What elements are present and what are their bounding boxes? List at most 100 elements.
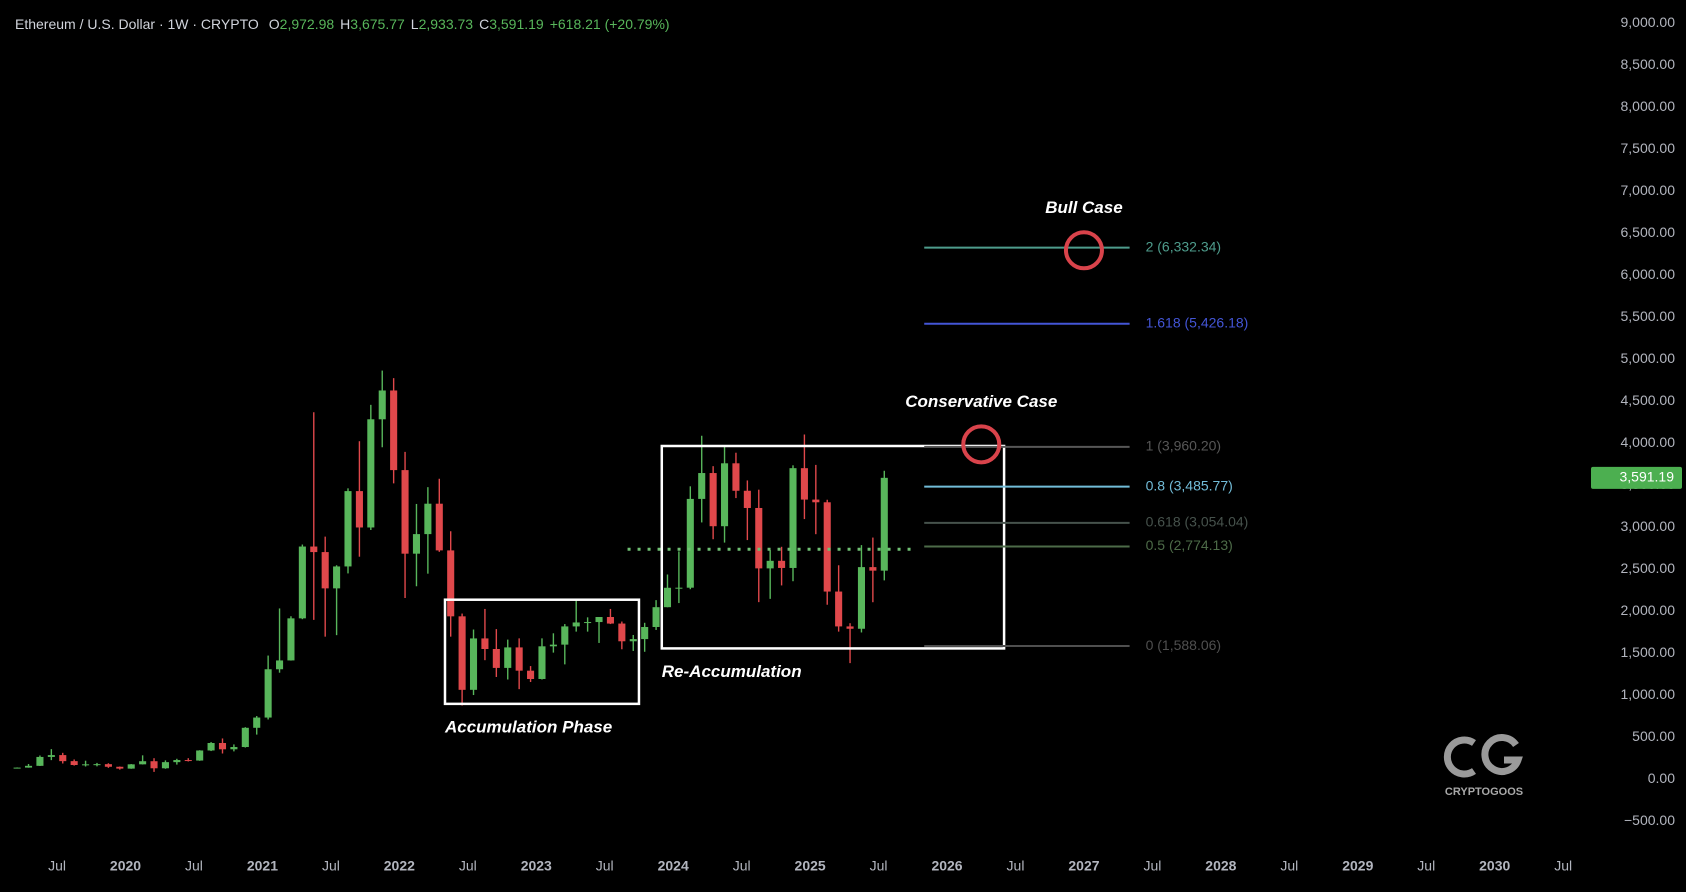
- candle-body: [70, 761, 78, 765]
- x-tick-label: Jul: [1417, 858, 1435, 874]
- candle-body: [549, 644, 557, 647]
- header-change: +618.21 (+20.79%): [550, 16, 670, 32]
- x-tick-label: Jul: [1280, 858, 1298, 874]
- candle-body: [721, 463, 729, 527]
- x-tick-label: Jul: [870, 858, 888, 874]
- candle-body: [161, 762, 169, 769]
- candle-body: [800, 468, 808, 500]
- x-tick-label: Jul: [733, 858, 751, 874]
- logo-g: [1481, 734, 1523, 775]
- candle-body: [93, 764, 101, 766]
- fib-label: 0.8 (3,485.77): [1146, 477, 1233, 493]
- fib-label: 0.5 (2,774.13): [1146, 537, 1233, 553]
- y-tick-label: 2,500.00: [1621, 560, 1676, 576]
- candle-body: [458, 616, 466, 690]
- x-tick-label: 2024: [658, 858, 689, 874]
- header-key: L: [411, 16, 419, 32]
- candle-body: [139, 761, 147, 765]
- candle-body: [150, 761, 158, 769]
- candle-body: [218, 742, 227, 750]
- candle-body: [276, 660, 284, 670]
- candle-body: [515, 647, 523, 671]
- candle-body: [310, 546, 318, 553]
- plot-area: Accumulation Phase Re-Accumulation 2 (6,33…: [13, 198, 1249, 772]
- candle-body: [287, 618, 295, 661]
- fib-label: 1.618 (5,426.18): [1146, 314, 1249, 330]
- fib-label: 2 (6,332.34): [1146, 238, 1222, 254]
- candle-body: [196, 750, 204, 761]
- candle-body: [835, 591, 843, 627]
- y-tick-label: 500.00: [1632, 728, 1675, 744]
- candle-body: [812, 499, 820, 503]
- y-tick-label: 7,500.00: [1621, 140, 1676, 156]
- candle-body: [481, 638, 489, 650]
- header-value: 2,933.73: [419, 16, 474, 32]
- candle-body: [333, 566, 341, 589]
- candle-body: [173, 760, 181, 763]
- y-tick-label: 4,000.00: [1621, 434, 1676, 450]
- y-tick-label: 6,000.00: [1621, 266, 1676, 282]
- candle-body: [447, 550, 455, 617]
- candle-body: [880, 477, 888, 571]
- candle-body: [82, 764, 90, 766]
- x-tick-label: Jul: [322, 858, 340, 874]
- candle-body: [401, 470, 409, 554]
- x-tick-label: 2029: [1342, 858, 1373, 874]
- candle-body: [298, 546, 306, 619]
- candle-body: [104, 764, 112, 767]
- last-price-tag: [1591, 466, 1682, 489]
- candle-body: [13, 767, 21, 769]
- candle-body: [618, 623, 626, 642]
- x-tick-label: Jul: [185, 858, 203, 874]
- x-tick-label: 2027: [1068, 858, 1099, 874]
- candle-body: [584, 622, 592, 624]
- x-tick-label: 2028: [1205, 858, 1236, 874]
- y-tick-label: 5,000.00: [1621, 350, 1676, 366]
- candle-body: [344, 491, 352, 567]
- fib-label: 0.618 (3,054.04): [1146, 514, 1249, 530]
- candle-body: [378, 390, 386, 420]
- x-tick-label: Jul: [1007, 858, 1025, 874]
- candle-body: [641, 627, 649, 640]
- target-label: Conservative Case: [905, 392, 1057, 411]
- phase-label: Re-Accumulation: [662, 662, 802, 681]
- header-key: H: [340, 16, 350, 32]
- x-tick-label: Jul: [459, 858, 477, 874]
- y-tick-label: 1,000.00: [1621, 686, 1676, 702]
- target-circle: [1063, 230, 1104, 271]
- candle-body: [743, 490, 751, 508]
- header-symbol: Ethereum / U.S. Dollar · 1W · CRYPTO: [15, 16, 259, 32]
- candle-body: [264, 669, 272, 718]
- candle-body: [184, 760, 192, 762]
- fib-label: 0 (1,588.06): [1146, 637, 1222, 653]
- header: Ethereum / U.S. Dollar · 1W · CRYPTO O 2,9…: [15, 16, 670, 32]
- candle-body: [789, 468, 797, 568]
- candle-body: [207, 742, 215, 751]
- candle-body: [755, 507, 763, 569]
- y-tick-label: −500.00: [1624, 812, 1675, 828]
- candle-body: [766, 560, 774, 569]
- y-tick-label: 8,000.00: [1621, 98, 1676, 114]
- target-label: Bull Case: [1045, 198, 1122, 217]
- candle-body: [241, 727, 249, 748]
- header-key: O: [269, 16, 280, 32]
- header-key: C: [479, 16, 489, 32]
- candle-body: [663, 587, 672, 608]
- candle-body: [390, 390, 398, 471]
- x-tick-label: 2022: [384, 858, 415, 874]
- y-tick-label: 3,000.00: [1621, 518, 1676, 534]
- candle-body: [561, 626, 569, 645]
- candle-body: [846, 626, 854, 629]
- candle-body: [127, 764, 135, 769]
- x-tick-label: 2030: [1479, 858, 1510, 874]
- x-tick-label: Jul: [1143, 858, 1161, 874]
- y-tick-label: 8,500.00: [1621, 56, 1676, 72]
- candle-body: [367, 419, 375, 528]
- candle-body: [527, 670, 535, 679]
- candle-body: [253, 717, 261, 728]
- candle-body: [538, 646, 546, 679]
- x-tick-label: 2025: [795, 858, 826, 874]
- phase-label: Accumulation Phase: [444, 717, 612, 736]
- watermark-logo: [1443, 734, 1523, 778]
